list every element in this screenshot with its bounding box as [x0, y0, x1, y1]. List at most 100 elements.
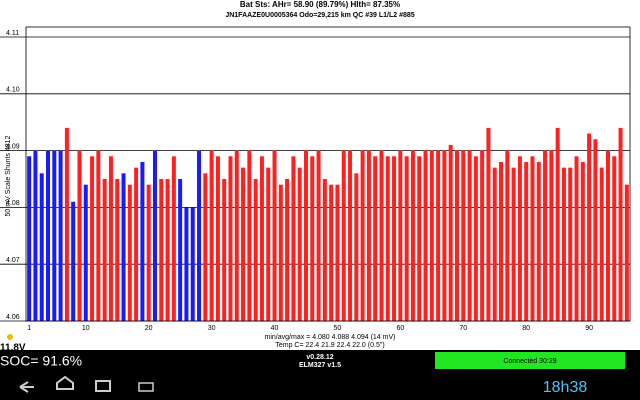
bar	[247, 150, 252, 321]
bar	[146, 184, 151, 321]
bar	[335, 184, 340, 321]
bar	[436, 150, 441, 321]
connection-box[interactable]	[435, 352, 625, 369]
bar	[373, 156, 378, 321]
bar	[348, 150, 353, 321]
bar	[568, 167, 573, 321]
bar	[234, 150, 239, 321]
title: Bat Sts: AHr= 58.90 (89.79%) Hlth= 87.35…	[240, 0, 400, 9]
bar	[417, 156, 422, 321]
bar	[215, 156, 220, 321]
menu-button[interactable]	[138, 382, 154, 392]
bar	[543, 150, 548, 321]
bar	[505, 150, 510, 321]
clock: 18h38	[543, 379, 588, 396]
bar	[492, 167, 497, 321]
bar	[360, 150, 365, 321]
voltage: 11.8V	[0, 343, 26, 354]
recents-button[interactable]	[95, 380, 111, 392]
bar	[272, 150, 277, 321]
bar	[83, 184, 88, 321]
bar	[266, 167, 271, 321]
bar	[322, 179, 327, 321]
x-tick-label: 60	[396, 325, 404, 332]
bar	[549, 150, 554, 321]
bar	[310, 156, 315, 321]
bar	[587, 133, 592, 321]
y-tick-label: 4.11	[6, 30, 19, 37]
adapter: ELM327 v1.5	[299, 362, 341, 369]
plot-frame	[25, 26, 631, 322]
bar	[134, 167, 139, 321]
bar	[605, 150, 610, 321]
bar	[398, 150, 403, 321]
back-button[interactable]	[19, 381, 34, 393]
bar	[499, 161, 504, 321]
bar	[152, 150, 157, 321]
bar	[618, 127, 623, 321]
bar	[303, 150, 308, 321]
bar	[178, 179, 183, 321]
bar	[165, 179, 170, 321]
bar	[486, 127, 491, 321]
bar	[316, 150, 321, 321]
bar	[71, 201, 76, 321]
temps: Temp C= 22.4 21.9 22.4 22.0 (0.5")	[275, 342, 384, 349]
bar	[329, 184, 334, 321]
bar	[536, 161, 541, 321]
bar	[454, 150, 459, 321]
bar	[555, 127, 560, 321]
bar	[410, 150, 415, 321]
bar	[222, 179, 227, 321]
bar	[108, 156, 113, 321]
bar	[241, 167, 246, 321]
subtitle: JN1FAAZE0U0005364 Odo=29,215 km QC #39 L…	[225, 12, 414, 19]
bar	[33, 150, 38, 321]
bar	[429, 150, 434, 321]
bar	[517, 156, 522, 321]
bar	[58, 150, 63, 321]
bar	[77, 150, 82, 321]
bar	[278, 184, 283, 321]
bar	[530, 156, 535, 321]
bar	[285, 179, 290, 321]
x-tick-label: 30	[208, 325, 216, 332]
bar	[379, 150, 384, 321]
y-tick-label: 4.08	[6, 200, 20, 207]
bar	[297, 167, 302, 321]
stats: min/avg/max = 4.080 4.088 4.094 (14 mV)	[265, 334, 396, 341]
bar	[46, 150, 51, 321]
bar	[121, 173, 126, 321]
bar	[203, 173, 208, 321]
bar	[96, 150, 101, 321]
bar	[259, 156, 264, 321]
location-icon	[7, 334, 13, 340]
home-button[interactable]	[56, 375, 74, 390]
x-tick-label: 40	[271, 325, 279, 332]
bar	[473, 156, 478, 321]
bar	[115, 179, 120, 321]
x-tick-label: 90	[585, 325, 593, 332]
soc: SOC= 91.6%	[0, 353, 82, 369]
bar	[291, 156, 296, 321]
bar	[366, 150, 371, 321]
y-axis-label: 50 mV Scale Shunts 4812	[5, 135, 12, 216]
y-tick-label: 4.10	[6, 87, 20, 94]
bar	[448, 144, 453, 321]
bar	[561, 167, 566, 321]
bar	[354, 173, 359, 321]
bar	[480, 150, 485, 321]
bar	[574, 156, 579, 321]
bar	[511, 167, 516, 321]
bar	[39, 173, 44, 321]
bar	[580, 161, 585, 321]
bar	[52, 150, 57, 321]
bar	[253, 179, 258, 321]
x-tick-label: 20	[145, 325, 153, 332]
x-tick-label: 80	[522, 325, 530, 332]
connection: Connected 30:29	[503, 358, 556, 365]
x-tick-label: 70	[459, 325, 467, 332]
bar	[102, 179, 107, 321]
bar	[197, 150, 202, 321]
